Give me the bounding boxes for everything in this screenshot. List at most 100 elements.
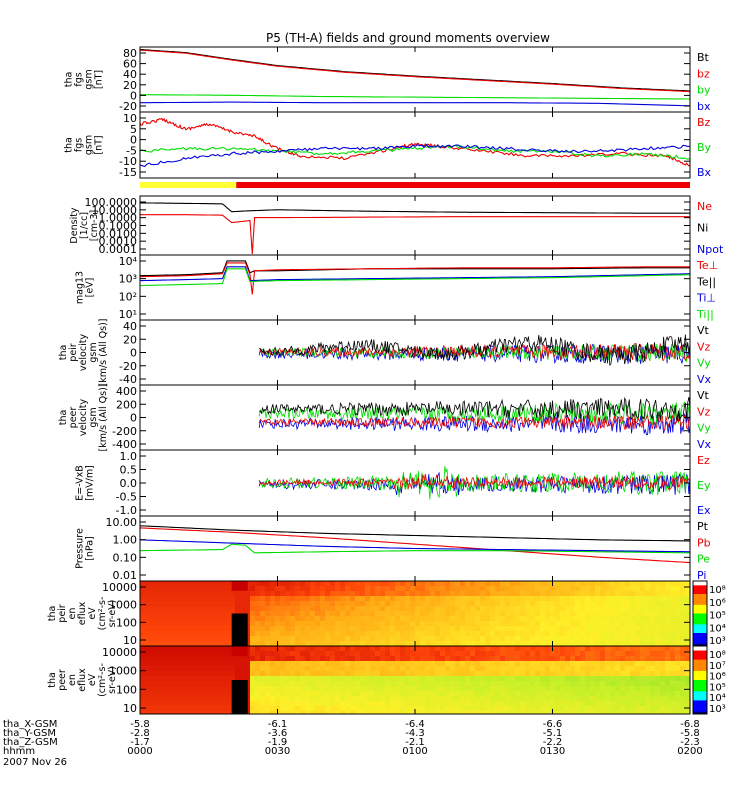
heatmap-cell (365, 681, 371, 687)
heatmap-cell (605, 636, 611, 642)
heatmap-cell (655, 661, 661, 667)
heatmap-cell (510, 586, 516, 592)
heatmap-cell (165, 661, 171, 667)
heatmap-cell (325, 621, 331, 627)
heatmap-cell (305, 686, 311, 692)
heatmap-cell (265, 636, 271, 642)
y-tick-label: 10¹ (119, 308, 137, 321)
heatmap-cell (615, 631, 621, 637)
heatmap-cell (450, 626, 456, 632)
heatmap-cell (595, 616, 601, 622)
heatmap-cell (235, 656, 241, 662)
heatmap-cell (635, 666, 641, 672)
heatmap-cell (575, 651, 581, 657)
heatmap-cell (325, 671, 331, 677)
heatmap-cell (570, 666, 576, 672)
heatmap-cell (175, 711, 181, 714)
heatmap-cell (510, 596, 516, 602)
heatmap-cell (475, 591, 481, 597)
heatmap-cell (440, 666, 446, 672)
colorbar-tick-label: 10⁶ (709, 598, 726, 609)
heatmap-cell (445, 686, 451, 692)
heatmap-cell (460, 596, 466, 602)
heatmap-cell (440, 636, 446, 642)
colorbar-segment (693, 583, 707, 586)
heatmap-cell (210, 691, 216, 697)
heatmap-cell (210, 656, 216, 662)
heatmap-cell (680, 661, 686, 667)
heatmap-cell (340, 596, 346, 602)
heatmap-cell (375, 606, 381, 612)
heatmap-cell (390, 651, 396, 657)
heatmap-cell (330, 586, 336, 592)
heatmap-cell (305, 601, 311, 607)
heatmap-cell (230, 591, 236, 597)
heatmap-cell (210, 606, 216, 612)
heatmap-cell (430, 686, 436, 692)
heatmap-cell (480, 681, 486, 687)
heatmap-cell (485, 671, 491, 677)
heatmap-cell (280, 706, 286, 712)
heatmap-cell (570, 646, 576, 652)
heatmap-cell (355, 691, 361, 697)
heatmap-cell (590, 636, 596, 642)
heatmap-cell (340, 681, 346, 687)
heatmap-cell (430, 596, 436, 602)
x-axis-value: -1.9 (268, 737, 288, 748)
heatmap-cell (520, 616, 526, 622)
y-axis-label-line: eflux (77, 601, 88, 625)
heatmap-cell (165, 696, 171, 702)
heatmap-cell (455, 631, 461, 637)
heatmap-cell (550, 666, 556, 672)
heatmap-cell (435, 621, 441, 627)
heatmap-cell (285, 686, 291, 692)
heatmap-cell (355, 601, 361, 607)
heatmap-cell (395, 646, 401, 652)
heatmap-cell (150, 591, 156, 597)
heatmap-cell (390, 701, 396, 707)
heatmap-cell (360, 591, 366, 597)
heatmap-cell (410, 586, 416, 592)
legend-entry-Vx: Vx (697, 438, 712, 451)
heatmap-cell (650, 601, 656, 607)
legend-entry-Pe: Pe (697, 553, 710, 566)
heatmap-cell (315, 671, 321, 677)
heatmap-cell (405, 711, 411, 714)
heatmap-cell (655, 691, 661, 697)
legend-entry-Vy: Vy (697, 422, 711, 435)
heatmap-cell (370, 596, 376, 602)
heatmap-cell (285, 581, 291, 587)
heatmap-cell (210, 636, 216, 642)
heatmap-cell (495, 651, 501, 657)
heatmap-cell (255, 681, 261, 687)
heatmap-cell (250, 681, 256, 687)
heatmap-cell (525, 691, 531, 697)
series-line-Pi (140, 539, 690, 553)
heatmap-cell (210, 666, 216, 672)
heatmap-cell (585, 581, 591, 587)
heatmap-cell (660, 646, 666, 652)
heatmap-cell (465, 591, 471, 597)
heatmap-cell (550, 636, 556, 642)
heatmap-cell (330, 641, 336, 646)
heatmap-cell (510, 686, 516, 692)
heatmap-cell (490, 616, 496, 622)
heatmap-cell (580, 681, 586, 687)
heatmap-cell (560, 656, 566, 662)
heatmap-cell (575, 666, 581, 672)
heatmap-cell (450, 701, 456, 707)
heatmap-cell (355, 671, 361, 677)
heatmap-cell (525, 611, 531, 617)
heatmap-cell (520, 666, 526, 672)
heatmap-cell (405, 651, 411, 657)
heatmap-cell (600, 711, 606, 714)
heatmap-cell (650, 656, 656, 662)
heatmap-cell (170, 656, 176, 662)
heatmap-cell (430, 621, 436, 627)
heatmap-cell (560, 686, 566, 692)
y-axis-label: E=-VxB [mV/m] (75, 465, 96, 501)
heatmap-cell (380, 671, 386, 677)
heatmap-cell (510, 656, 516, 662)
heatmap-cell (600, 691, 606, 697)
heatmap-cell (145, 626, 151, 632)
